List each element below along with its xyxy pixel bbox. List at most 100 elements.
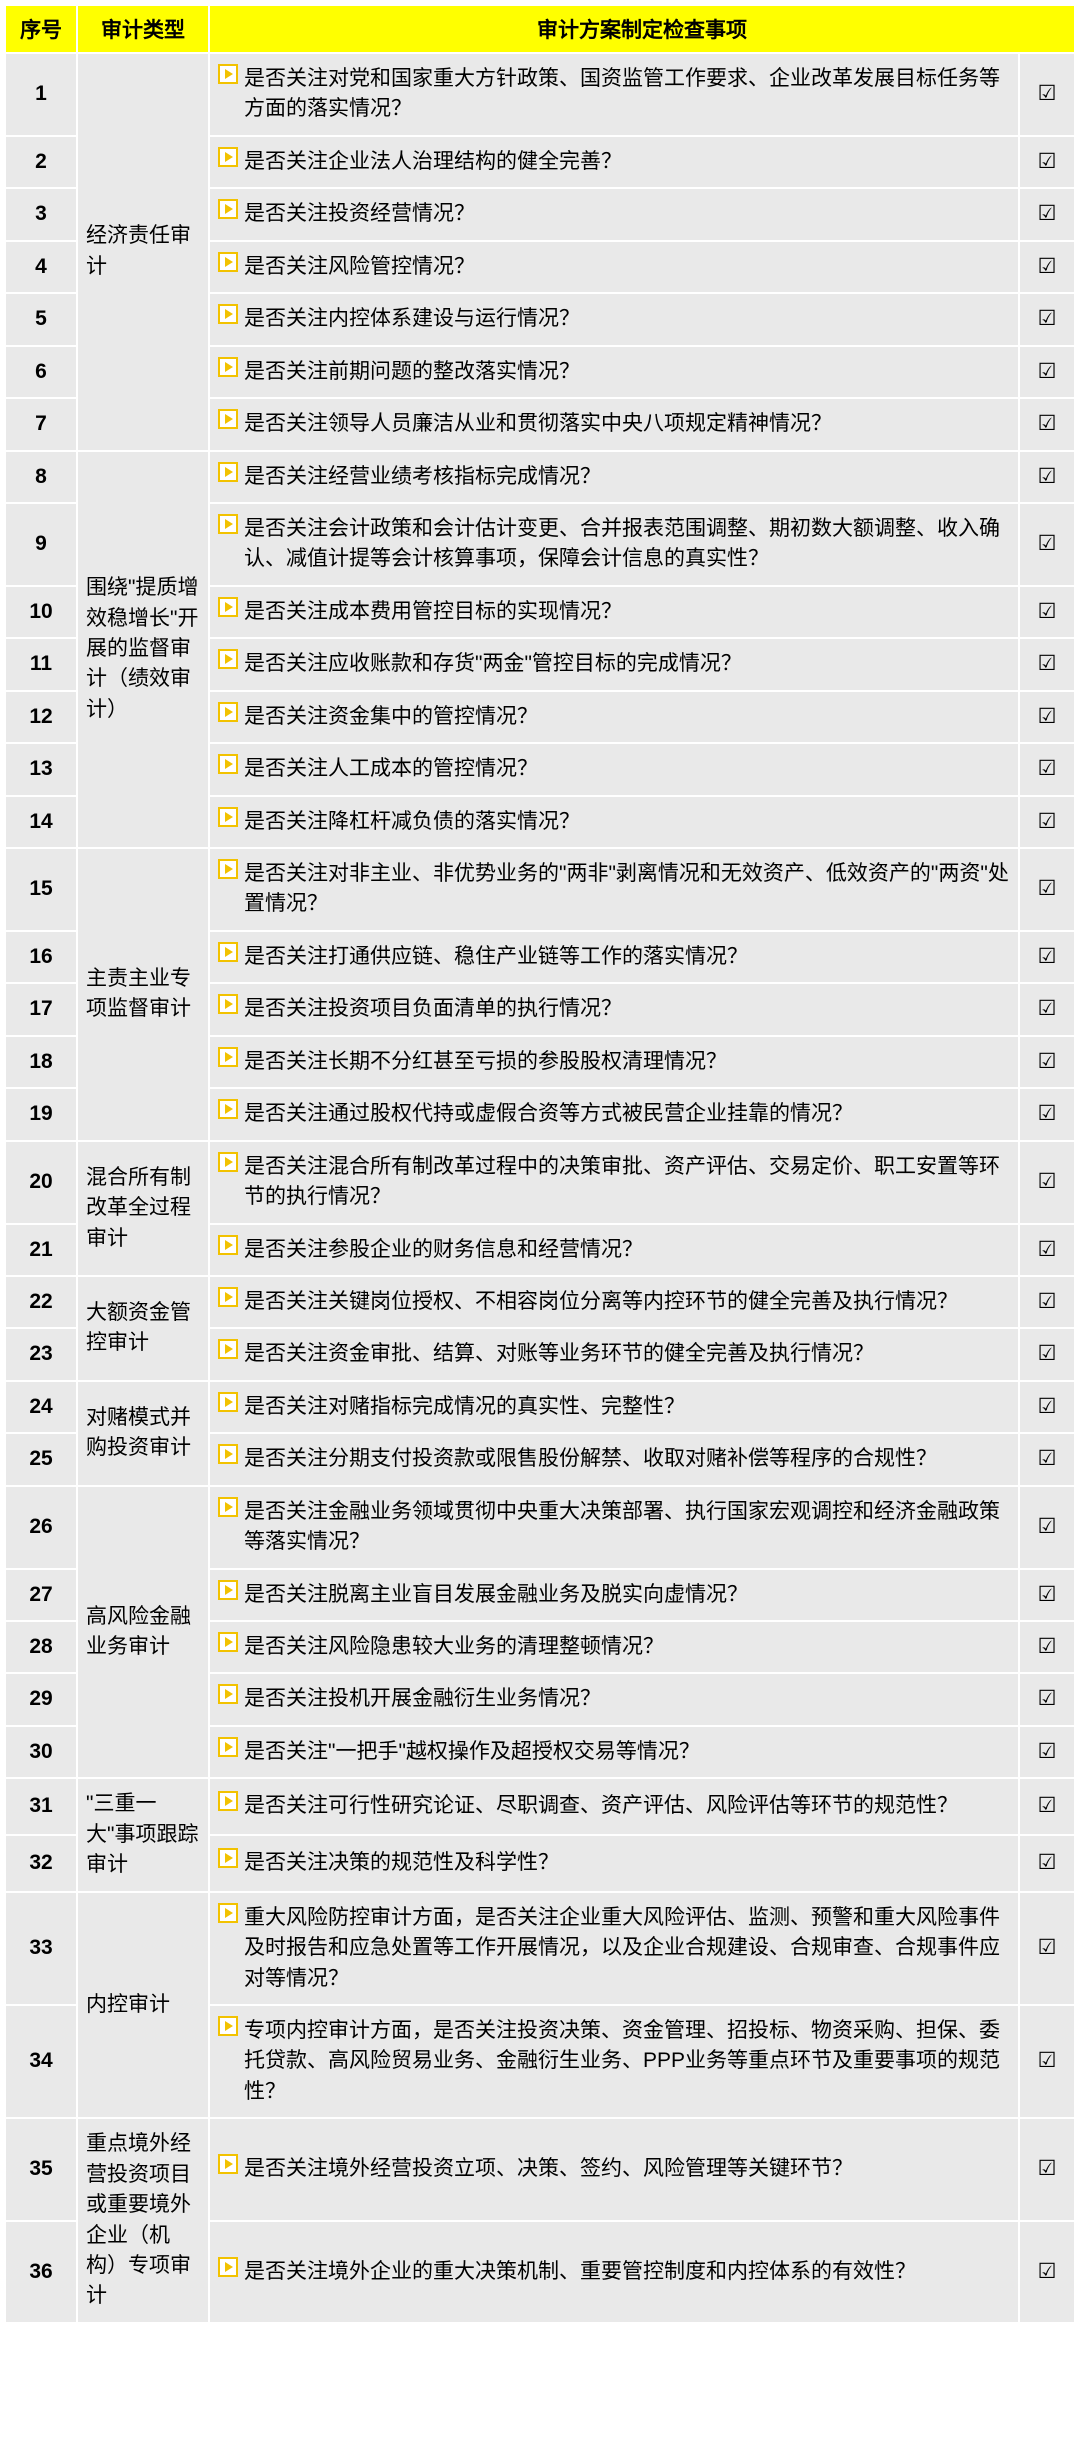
seq-cell: 29 xyxy=(5,1673,77,1725)
checkbox-cell[interactable]: ☑ xyxy=(1019,691,1075,743)
bullet-arrow-icon xyxy=(218,1791,238,1811)
check-item-text: 是否关注前期问题的整改落实情况？ xyxy=(244,357,1010,387)
checkbox-cell[interactable]: ☑ xyxy=(1019,1892,1075,2005)
audit-type-cell: 主责主业专项监督审计 xyxy=(77,848,209,1141)
bullet-arrow-icon xyxy=(218,859,238,879)
check-item-text: 是否关注对赌指标完成情况的真实性、完整性？ xyxy=(244,1392,1010,1422)
table-header: 序号 审计类型 审计方案制定检查事项 xyxy=(5,5,1075,53)
table-row: 35重点境外经营投资项目或重要境外企业（机构）专项审计是否关注境外经营投资立项、… xyxy=(5,2118,1075,2220)
seq-cell: 8 xyxy=(5,451,77,503)
check-item-text: 是否关注人工成本的管控情况？ xyxy=(244,754,1010,784)
bullet-arrow-icon xyxy=(218,409,238,429)
checkbox-cell[interactable]: ☑ xyxy=(1019,2118,1075,2220)
checkbox-cell[interactable]: ☑ xyxy=(1019,451,1075,503)
checkbox-cell[interactable]: ☑ xyxy=(1019,1276,1075,1328)
check-item-text: 是否关注长期不分红甚至亏损的参股股权清理情况？ xyxy=(244,1047,1010,1077)
check-item-text: 是否关注参股企业的财务信息和经营情况？ xyxy=(244,1235,1010,1265)
checkbox-cell[interactable]: ☑ xyxy=(1019,503,1075,586)
checkbox-cell[interactable]: ☑ xyxy=(1019,346,1075,398)
checkbox-cell[interactable]: ☑ xyxy=(1019,241,1075,293)
check-item-text: 是否关注企业法人治理结构的健全完善？ xyxy=(244,147,1010,177)
check-item-text: 是否关注资金集中的管控情况？ xyxy=(244,702,1010,732)
checkbox-cell[interactable]: ☑ xyxy=(1019,743,1075,795)
bullet-arrow-icon xyxy=(218,942,238,962)
check-item-cell: 是否关注对非主业、非优势业务的"两非"剥离情况和无效资产、低效资产的"两资"处置… xyxy=(209,848,1019,931)
checkbox-cell[interactable]: ☑ xyxy=(1019,1381,1075,1433)
seq-cell: 9 xyxy=(5,503,77,586)
check-item-text: 是否关注投机开展金融衍生业务情况？ xyxy=(244,1684,1010,1714)
bullet-arrow-icon xyxy=(218,1903,238,1923)
check-item-cell: 是否关注前期问题的整改落实情况？ xyxy=(209,346,1019,398)
check-item-cell: 是否关注长期不分红甚至亏损的参股股权清理情况？ xyxy=(209,1036,1019,1088)
checkbox-cell[interactable]: ☑ xyxy=(1019,1433,1075,1485)
seq-cell: 2 xyxy=(5,136,77,188)
seq-cell: 12 xyxy=(5,691,77,743)
checkbox-cell[interactable]: ☑ xyxy=(1019,188,1075,240)
check-item-text: 是否关注会计政策和会计估计变更、合并报表范围调整、期初数大额调整、收入确认、减值… xyxy=(244,514,1010,575)
check-item-cell: 是否关注境外经营投资立项、决策、签约、风险管理等关键环节？ xyxy=(209,2118,1019,2220)
bullet-arrow-icon xyxy=(218,1047,238,1067)
checkbox-cell[interactable]: ☑ xyxy=(1019,293,1075,345)
checkbox-cell[interactable]: ☑ xyxy=(1019,848,1075,931)
table-row: 15主责主业专项监督审计是否关注对非主业、非优势业务的"两非"剥离情况和无效资产… xyxy=(5,848,1075,931)
checkbox-cell[interactable]: ☑ xyxy=(1019,136,1075,188)
checkbox-cell[interactable]: ☑ xyxy=(1019,1621,1075,1673)
seq-cell: 6 xyxy=(5,346,77,398)
audit-type-cell: "三重一大"事项跟踪审计 xyxy=(77,1778,209,1891)
audit-checklist-table: 序号 审计类型 审计方案制定检查事项 1经济责任审计是否关注对党和国家重大方针政… xyxy=(4,4,1076,2324)
seq-cell: 22 xyxy=(5,1276,77,1328)
checkbox-cell[interactable]: ☑ xyxy=(1019,1088,1075,1140)
checkbox-cell[interactable]: ☑ xyxy=(1019,796,1075,848)
checkbox-cell[interactable]: ☑ xyxy=(1019,2005,1075,2118)
check-item-text: 是否关注混合所有制改革过程中的决策审批、资产评估、交易定价、职工安置等环节的执行… xyxy=(244,1152,1010,1213)
checkbox-cell[interactable]: ☑ xyxy=(1019,53,1075,136)
check-item-text: 是否关注资金审批、结算、对账等业务环节的健全完善及执行情况？ xyxy=(244,1339,1010,1369)
checkbox-cell[interactable]: ☑ xyxy=(1019,1673,1075,1725)
bullet-arrow-icon xyxy=(218,702,238,722)
table-row: 24对赌模式并购投资审计是否关注对赌指标完成情况的真实性、完整性？☑ xyxy=(5,1381,1075,1433)
seq-cell: 24 xyxy=(5,1381,77,1433)
audit-type-cell: 高风险金融业务审计 xyxy=(77,1486,209,1779)
seq-cell: 13 xyxy=(5,743,77,795)
checkbox-cell[interactable]: ☑ xyxy=(1019,586,1075,638)
checkbox-cell[interactable]: ☑ xyxy=(1019,1835,1075,1892)
seq-cell: 19 xyxy=(5,1088,77,1140)
checkbox-cell[interactable]: ☑ xyxy=(1019,638,1075,690)
table-row: 20混合所有制改革全过程审计是否关注混合所有制改革过程中的决策审批、资产评估、交… xyxy=(5,1141,1075,1224)
checkbox-cell[interactable]: ☑ xyxy=(1019,1778,1075,1835)
checkbox-cell[interactable]: ☑ xyxy=(1019,1036,1075,1088)
checkbox-cell[interactable]: ☑ xyxy=(1019,1328,1075,1380)
bullet-arrow-icon xyxy=(218,1580,238,1600)
audit-type-cell: 内控审计 xyxy=(77,1892,209,2119)
checkbox-cell[interactable]: ☑ xyxy=(1019,1224,1075,1276)
checkbox-cell[interactable]: ☑ xyxy=(1019,1141,1075,1224)
bullet-arrow-icon xyxy=(218,597,238,617)
bullet-arrow-icon xyxy=(218,994,238,1014)
check-item-cell: 是否关注风险管控情况？ xyxy=(209,241,1019,293)
seq-cell: 25 xyxy=(5,1433,77,1485)
checkbox-cell[interactable]: ☑ xyxy=(1019,2221,1075,2323)
checkbox-cell[interactable]: ☑ xyxy=(1019,983,1075,1035)
check-item-text: 是否关注应收账款和存货"两金"管控目标的完成情况？ xyxy=(244,649,1010,679)
check-item-text: 是否关注分期支付投资款或限售股份解禁、收取对赌补偿等程序的合规性？ xyxy=(244,1444,1010,1474)
checkbox-cell[interactable]: ☑ xyxy=(1019,931,1075,983)
col-type: 审计类型 xyxy=(77,5,209,53)
check-item-cell: 是否关注对赌指标完成情况的真实性、完整性？ xyxy=(209,1381,1019,1433)
check-item-cell: 是否关注投机开展金融衍生业务情况？ xyxy=(209,1673,1019,1725)
table-row: 33内控审计重大风险防控审计方面，是否关注企业重大风险评估、监测、预警和重大风险… xyxy=(5,1892,1075,2005)
bullet-arrow-icon xyxy=(218,1848,238,1868)
seq-cell: 31 xyxy=(5,1778,77,1835)
check-item-cell: 是否关注人工成本的管控情况？ xyxy=(209,743,1019,795)
checkbox-cell[interactable]: ☑ xyxy=(1019,1569,1075,1621)
check-item-cell: 是否关注成本费用管控目标的实现情况？ xyxy=(209,586,1019,638)
seq-cell: 26 xyxy=(5,1486,77,1569)
check-item-cell: 是否关注会计政策和会计估计变更、合并报表范围调整、期初数大额调整、收入确认、减值… xyxy=(209,503,1019,586)
check-item-cell: 是否关注混合所有制改革过程中的决策审批、资产评估、交易定价、职工安置等环节的执行… xyxy=(209,1141,1019,1224)
bullet-arrow-icon xyxy=(218,357,238,377)
check-item-cell: 是否关注资金集中的管控情况？ xyxy=(209,691,1019,743)
check-item-text: 是否关注风险隐患较大业务的清理整顿情况？ xyxy=(244,1632,1010,1662)
check-item-text: 是否关注投资项目负面清单的执行情况？ xyxy=(244,994,1010,1024)
checkbox-cell[interactable]: ☑ xyxy=(1019,1486,1075,1569)
checkbox-cell[interactable]: ☑ xyxy=(1019,398,1075,450)
checkbox-cell[interactable]: ☑ xyxy=(1019,1726,1075,1778)
